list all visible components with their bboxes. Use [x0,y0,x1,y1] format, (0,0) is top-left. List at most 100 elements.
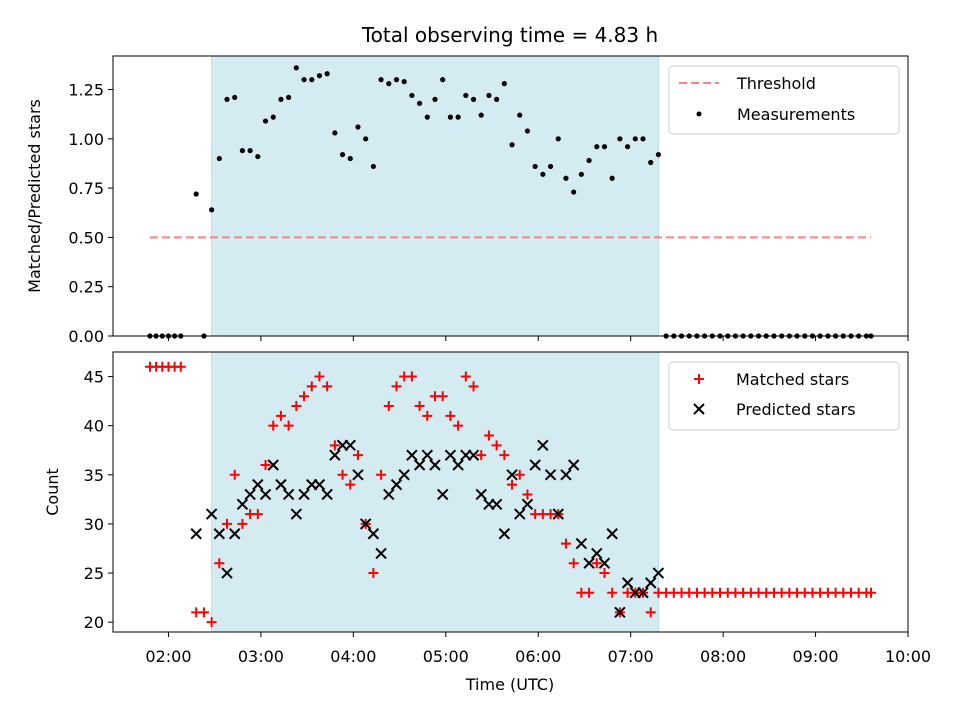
top-axes-frame [112,55,909,337]
y-tick-label: 35 [84,466,104,485]
matched-star-point [422,410,433,421]
bottom-y-axis-label: Count [43,468,62,516]
matched-star-point [507,479,518,490]
matched-star-point [368,568,379,579]
measurement-point [470,96,477,102]
matched-star-point [314,371,325,382]
measurement-point [648,159,654,166]
predicted-star-point [321,488,333,501]
measurement-point [563,175,569,181]
bottom-legend: Matched stars Predicted stars [668,361,900,431]
predicted-star-point [290,508,303,520]
predicted-star-point [452,459,464,471]
predicted-star-point [375,547,387,560]
y-tick-label: 0.00 [68,327,104,346]
measurement-point [262,118,269,124]
measurement-point [509,142,515,148]
bottom-axes-frame [112,351,909,633]
predicted-star-point [383,488,395,501]
matched-star-point [237,518,248,529]
predicted-star-point [429,459,441,471]
predicted-star-point [236,498,249,510]
matched-star-point [468,381,479,392]
matched-star-point [499,450,510,461]
measurement-point [270,114,276,120]
predicted-star-point [359,518,372,530]
measurement-point [339,151,346,158]
predicted-star-point [644,577,657,589]
measurement-point [440,77,446,83]
measurement-points [147,65,874,339]
predicted-star-point [514,508,526,520]
matched-star-point [460,371,471,382]
measurement-point [640,136,646,142]
predicted-star-point [313,478,326,491]
x-tick-label: 02:00 [145,647,191,666]
matched-star-point [299,391,310,402]
predicted-star-point [444,449,457,461]
predicted-star-point [190,528,202,540]
bottom-x-ticks: 02:00 03:00 04:00 05:00 06:00 07:00 08:00 09:00… [145,632,931,666]
matched-star-point [560,538,571,549]
x-tick-label: 08:00 [700,647,746,666]
matched-star-point [222,518,233,529]
matched-star-point [291,401,302,412]
predicted-star-point [467,449,480,461]
matched-star-point [645,607,656,618]
legend-matched-marker [694,374,704,384]
measurement-point [632,136,638,142]
y-tick-label: 0.25 [68,278,104,297]
measurement-point [494,96,500,102]
predicted-star-point [537,439,549,452]
legend-threshold-label: Threshold [736,74,816,93]
matched-star-point [607,587,618,598]
predicted-star-point [344,439,356,452]
predicted-star-point [529,459,541,471]
predicted-star-point [421,449,434,461]
chart-title: Total observing time = 4.83 h [361,23,658,47]
matched-star-point [483,430,494,441]
measurement-point [193,191,199,197]
matched-star-point [198,607,209,618]
legend-measurements-label: Measurements [737,105,855,124]
predicted-star-point [552,508,564,520]
matched-star-point [491,440,502,451]
matched-star-point [275,410,286,421]
predicted-star-point [398,469,410,481]
x-tick-label: 07:00 [608,647,654,666]
measurement-point [286,94,292,101]
y-tick-label: 1.25 [68,81,104,100]
measurement-point [232,94,238,101]
matched-star-point [584,587,595,598]
y-tick-label: 0.75 [68,179,104,198]
predicted-star-point [598,557,611,569]
matched-star-point [414,401,425,412]
predicted-star-point [498,528,511,540]
top-legend: Threshold Measurements [668,65,900,135]
top-x-ticks [167,336,909,341]
measurement-point [578,171,584,177]
predicted-star-point [259,488,272,501]
measurement-point [370,163,376,170]
measurement-point [609,175,615,181]
matched-star-point [214,558,225,569]
matched-star-point [437,391,448,402]
predicted-star-point [614,606,626,619]
measurement-point [501,81,507,87]
measurement-point [347,155,353,162]
top-legend-box [668,65,900,135]
predicted-star-point [490,498,503,510]
bottom-legend-box [668,361,900,431]
predicted-star-point [352,469,364,481]
matched-star-point [322,381,333,392]
top-shaded-interval [211,55,659,337]
y-tick-label: 25 [84,564,104,583]
measurement-point [517,112,523,118]
predicted-star-point [267,459,279,471]
measurement-point [316,73,323,79]
predicted-star-point [606,528,618,540]
predicted-star-point [506,469,518,481]
top-panel: 0.00 0.25 0.50 0.75 1.00 1.25 Matched/Predict… [25,55,909,346]
measurement-point [355,124,361,130]
